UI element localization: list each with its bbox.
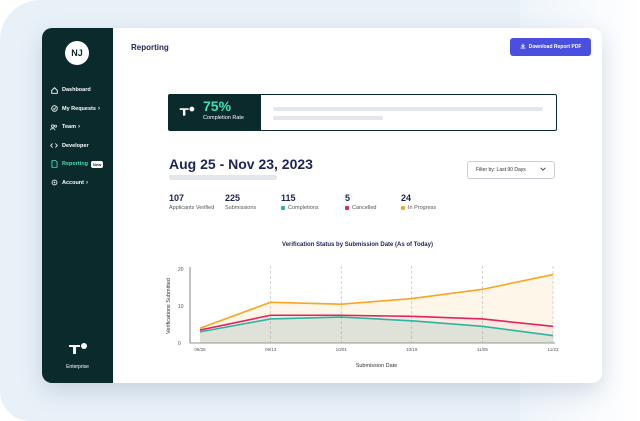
- y-tick-label: 20: [178, 267, 184, 273]
- chevron-right-icon: ›: [97, 105, 100, 112]
- series-line-in-progress: [199, 273, 554, 329]
- sidebar-item-my-requests[interactable]: My Requests ›: [50, 100, 103, 119]
- stat-value: 115: [281, 193, 296, 203]
- verification-chart: 0 10 20 08/25 09/13 10/01 10/19 11/05 11/23 Submi…: [166, 266, 559, 369]
- brand-logo-icon: [68, 343, 87, 354]
- placeholder-bar: [169, 175, 277, 180]
- x-axis-label: Submission Date: [356, 363, 398, 369]
- filter-dropdown[interactable]: Filter by: Last 90 Days: [467, 161, 555, 179]
- stat-in-progress: 24 In Progress: [401, 193, 461, 211]
- x-tick-label: 11/05: [477, 347, 488, 352]
- users-icon: [50, 123, 58, 131]
- completion-rate-panel: 75% Completion Rate: [169, 95, 261, 130]
- gear-icon: [50, 179, 58, 187]
- sidebar-item-dashboard[interactable]: Dashboard: [50, 81, 103, 100]
- series-area-completions: [200, 317, 553, 343]
- x-tick-label: 10/19: [406, 347, 418, 352]
- stat-value: 107: [169, 193, 185, 203]
- stat-value: 24: [401, 193, 412, 203]
- code-icon: [50, 142, 58, 150]
- stat-label: In Progress: [401, 205, 461, 211]
- stat-label: Completions: [281, 205, 345, 211]
- sidebar-item-account[interactable]: Account ›: [50, 174, 103, 193]
- sidebar-item-label: Account: [62, 179, 84, 186]
- sidebar-item-developer[interactable]: Developer: [50, 137, 103, 156]
- completion-percent: 75%: [203, 98, 232, 114]
- x-tick-label: 11/23: [548, 347, 559, 352]
- y-tick-label: 0: [178, 341, 181, 347]
- sidebar-item-label: Reporting: [62, 161, 88, 168]
- chevron-right-icon: ›: [77, 124, 80, 131]
- completion-rate-card: 75% Completion Rate: [168, 94, 557, 131]
- y-axis-label: Verifications Submitted: [166, 278, 172, 334]
- chevron-down-icon: [540, 167, 546, 173]
- series-line-completions: [199, 316, 554, 337]
- x-tick-label: 09/13: [265, 347, 277, 352]
- series-area-in-progress: [200, 274, 553, 343]
- stats-row: 107 Applicants Verified 225 Submissions …: [169, 193, 461, 211]
- stat-value: 225: [225, 193, 241, 203]
- placeholder-bar: [273, 107, 543, 111]
- placeholder-bar: [273, 116, 383, 120]
- sidebar-item-label: My Requests: [62, 105, 96, 112]
- x-tick-label: 10/01: [336, 347, 348, 352]
- new-badge: New: [90, 160, 104, 168]
- sidebar-item-team[interactable]: Team ›: [50, 118, 103, 137]
- chevron-right-icon: ›: [86, 179, 88, 186]
- page-title: Reporting: [131, 43, 169, 52]
- stat-label: Applicants Verified: [169, 205, 215, 211]
- x-tick-label: 08/25: [194, 347, 206, 352]
- y-tick-label: 10: [178, 304, 184, 310]
- brand-label: Enterprise: [66, 364, 89, 370]
- download-icon: [520, 43, 526, 51]
- stat-applicants-verified: 107 Applicants Verified: [169, 193, 225, 211]
- main-content: Reporting Download Report PDF 75% Comple…: [113, 28, 602, 383]
- sidebar-item-label: Dashboard: [62, 87, 91, 94]
- series-line-cancelled: [199, 314, 554, 331]
- stat-value: 5: [345, 193, 351, 203]
- filter-label: Filter by: Last 90 Days: [476, 167, 526, 173]
- legend-swatch: [281, 206, 285, 210]
- sidebar-item-label: Developer: [62, 142, 89, 149]
- avatar[interactable]: NJ: [65, 41, 89, 65]
- download-report-button[interactable]: Download Report PDF: [510, 38, 591, 56]
- legend-swatch: [401, 206, 405, 210]
- stat-submissions: 225 Submissions: [225, 193, 281, 211]
- date-range-heading: Aug 25 - Nov 23, 2023: [169, 156, 313, 172]
- download-button-label: Download Report PDF: [528, 44, 582, 50]
- stat-label: Submissions: [225, 205, 257, 211]
- stat-cancelled: 5 Cancelled: [345, 193, 401, 211]
- chart-title: Verification Status by Submission Date (…: [282, 242, 433, 248]
- app-window: NJ Dashboard My Requests › Team › Develo…: [42, 28, 602, 383]
- brand: Enterprise: [42, 341, 113, 370]
- stat-label: Cancelled: [345, 205, 401, 211]
- completion-label: Completion Rate: [203, 115, 244, 121]
- sidebar-nav: Dashboard My Requests › Team › Developer…: [50, 81, 104, 193]
- legend-swatch: [345, 206, 349, 210]
- document-icon: [50, 160, 58, 168]
- home-icon: [50, 86, 58, 94]
- sidebar-item-label: Team: [62, 124, 76, 131]
- stat-completions: 115 Completions: [281, 193, 345, 211]
- sidebar-item-reporting[interactable]: Reporting New: [50, 155, 104, 174]
- brand-logo-icon: [179, 106, 195, 116]
- sidebar: NJ Dashboard My Requests › Team › Develo…: [42, 28, 113, 383]
- series-area-cancelled: [200, 315, 553, 343]
- check-circle-icon: [50, 105, 58, 113]
